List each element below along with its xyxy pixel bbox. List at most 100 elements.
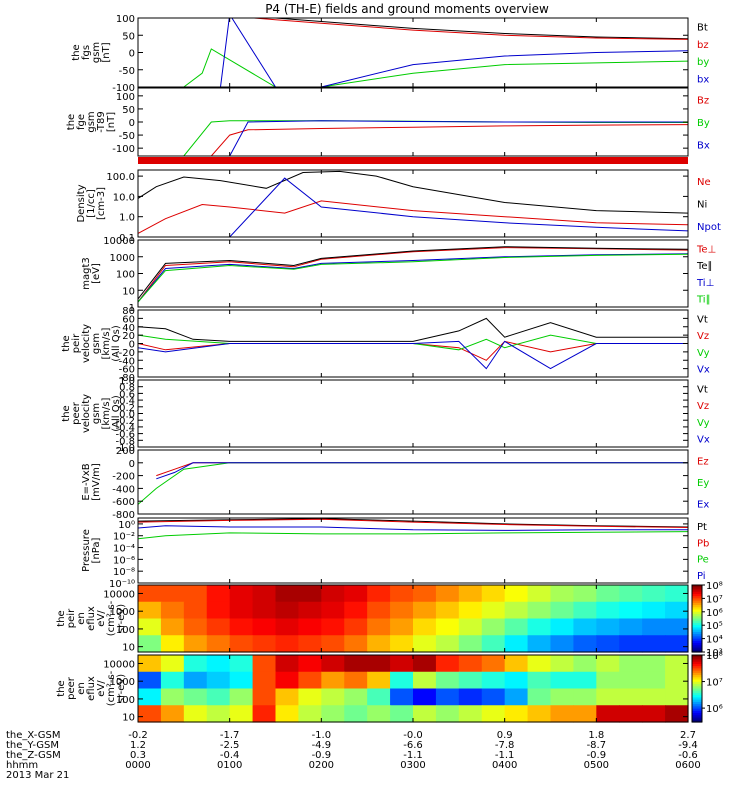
- heatmap-cell: [458, 671, 483, 690]
- heatmap-cell: [527, 655, 552, 673]
- y-axis-label: the peir velocity gsm [km/s] (All Qs): [61, 324, 122, 363]
- heatmap-cell: [321, 671, 345, 690]
- series-line-Vy: [138, 334, 688, 351]
- heatmap-cell: [435, 618, 460, 636]
- legend-entry: Ex: [697, 499, 709, 510]
- legend-entry: Vz: [697, 401, 709, 412]
- y-label-line: E=-VxB: [81, 463, 92, 500]
- y-tick-label: 100: [116, 92, 135, 103]
- panel-2: 100 50 0 -50 -100 the fge gsm -T89 [nT] Bz By Bx: [66, 87, 710, 157]
- y-label-line: [cm-3]: [96, 187, 107, 220]
- heatmap-cell: [642, 671, 666, 690]
- heatmap-cell: [527, 635, 552, 653]
- heatmap-cell: [481, 671, 506, 690]
- heatmap-cell: [504, 671, 529, 690]
- y-label-line: gsm: [91, 333, 102, 354]
- panel-3: [138, 157, 688, 164]
- heatmap-cell: [275, 655, 300, 673]
- y-label-line: Density: [76, 184, 87, 222]
- y-label-line: [nT]: [106, 112, 117, 132]
- colorbar-segment: [692, 701, 702, 705]
- y-tick-label: 10⁻¹⁰: [109, 579, 135, 590]
- colorbar-segment: [692, 589, 702, 593]
- series-group: [138, 120, 688, 156]
- y-tick-label: 0.6: [119, 389, 135, 400]
- y-tick-label: 0.4: [119, 396, 135, 407]
- heatmap-cell: [138, 635, 162, 653]
- heatmap-cell: [344, 671, 368, 690]
- heatmap-cell: [275, 671, 300, 690]
- colorbar-segment: [692, 661, 702, 665]
- legend-entry: Ez: [697, 457, 709, 468]
- heatmap-cell: [413, 655, 437, 673]
- colorbar-tick-label: 10⁶: [706, 608, 723, 619]
- y-label-line: (All Qs): [111, 325, 122, 362]
- heatmap-cell: [458, 585, 483, 603]
- y-tick-label: -0.4: [115, 423, 135, 434]
- y-label-line: gsm: [86, 111, 97, 132]
- colorbar-segment: [692, 670, 702, 674]
- y-tick-label: -1.0: [115, 443, 135, 454]
- heatmap-cell: [435, 655, 460, 673]
- heatmap-cell: [298, 705, 322, 723]
- y-label-line: [nPa]: [91, 537, 102, 563]
- legend-entry: Ti⊥: [696, 278, 714, 289]
- y-axis-label: the peir en eflux eV/(cm²-s-sr-eV): [56, 600, 127, 636]
- colorbar-frame: [691, 584, 703, 653]
- heatmap-cell: [160, 635, 185, 653]
- series-line-bx: [138, 18, 688, 87]
- ephemeris-value: -1.1: [403, 750, 423, 761]
- heatmap-cell: [573, 635, 597, 653]
- heatmap-cell: [527, 585, 552, 603]
- series-line-Vz: [138, 340, 688, 361]
- heatmap-cell: [458, 601, 483, 620]
- heatmap-cell: [321, 585, 345, 603]
- heatmap-cell: [573, 705, 597, 723]
- ephemeris-value: 0600: [675, 760, 700, 771]
- ephemeris-label: the_Z-GSM: [6, 750, 61, 761]
- status-bar: [138, 158, 688, 164]
- series-line-Ti∥: [138, 253, 688, 303]
- panel-11: 10⁸ 10⁷ 10⁶ 10000 1000 100 10 the peer en eflux eV/…: [56, 651, 723, 724]
- heatmap-cell: [458, 618, 483, 636]
- ephemeris-value: -1.1: [495, 750, 515, 761]
- legend-entry: Te⊥: [696, 244, 716, 255]
- heatmap-cell: [183, 618, 208, 636]
- ephemeris-value: -9.4: [678, 740, 698, 751]
- heatmap-cell: [527, 688, 552, 706]
- heatmap-cell: [275, 705, 300, 723]
- y-label-line: sr-eV): [116, 674, 127, 703]
- heatmap-cell: [390, 655, 414, 673]
- heatmap-cell: [183, 635, 208, 653]
- colorbar-segment: [692, 625, 702, 629]
- heatmap-cell: [206, 671, 231, 690]
- panel-4: 100.0 10.0 1.0 0.1 Density [1/cc] [cm-3] Ne Ni Np…: [76, 169, 721, 244]
- figure-title: P4 (TH-E) fields and ground moments over…: [265, 2, 549, 16]
- heatmap-cell: [367, 618, 391, 636]
- series-line-Pe: [138, 531, 688, 540]
- y-label-line: velocity: [81, 394, 92, 433]
- heatmap-cell: [435, 601, 460, 620]
- colorbar-segment: [692, 605, 702, 608]
- heatmap-cell: [229, 618, 254, 636]
- y-label-line: eflux: [86, 606, 97, 631]
- y-tick-label: 1000: [110, 253, 135, 264]
- y-tick-label: 100: [116, 270, 135, 281]
- heatmap-cell: [458, 688, 483, 706]
- heatmap-cell: [481, 585, 506, 603]
- y-label-line: en: [76, 612, 87, 625]
- y-tick-label: -0.8: [115, 436, 135, 447]
- ephemeris-label: the_Y-GSM: [6, 740, 59, 751]
- heatmap-cell: [573, 688, 597, 706]
- heatmap-cell: [665, 585, 689, 603]
- heatmap-cell: [367, 671, 391, 690]
- heatmap-cell: [390, 705, 414, 723]
- ephemeris-label: hhmm: [6, 760, 38, 771]
- series-line-Bz: [138, 124, 688, 156]
- colorbar-segment: [692, 640, 702, 644]
- colorbar-segment: [692, 672, 702, 676]
- ephemeris-value: -0.9: [312, 750, 332, 761]
